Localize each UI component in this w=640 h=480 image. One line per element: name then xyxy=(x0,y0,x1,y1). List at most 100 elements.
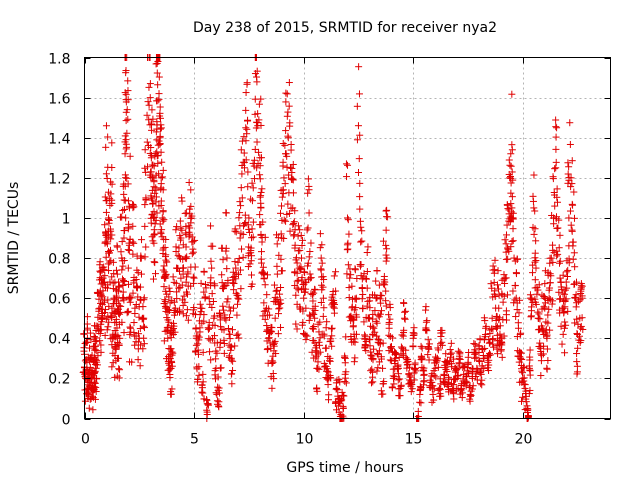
data-point xyxy=(231,258,239,266)
data-point xyxy=(144,98,152,106)
data-point xyxy=(256,193,264,201)
data-point xyxy=(554,250,562,258)
data-point xyxy=(308,324,316,332)
data-point xyxy=(383,206,391,214)
data-point xyxy=(491,266,499,274)
data-point xyxy=(352,330,360,338)
data-point xyxy=(275,300,283,308)
data-point xyxy=(298,242,306,250)
data-point xyxy=(328,293,336,301)
data-point xyxy=(232,228,240,236)
data-point xyxy=(171,328,179,336)
data-point xyxy=(314,364,322,372)
data-point xyxy=(182,243,190,251)
data-point xyxy=(355,90,363,98)
y-tick-label: 0.8 xyxy=(48,252,70,268)
data-point xyxy=(113,324,121,332)
data-point xyxy=(320,275,328,283)
data-point xyxy=(306,270,314,278)
data-point xyxy=(137,341,145,349)
data-point xyxy=(318,241,326,249)
data-point xyxy=(115,282,123,290)
data-point xyxy=(282,127,290,135)
data-point xyxy=(368,379,376,387)
data-point xyxy=(326,335,334,343)
data-point xyxy=(281,150,289,158)
data-point xyxy=(105,302,113,310)
data-point xyxy=(115,365,123,373)
data-point xyxy=(149,275,157,283)
data-point xyxy=(562,278,570,286)
data-point xyxy=(388,384,396,392)
data-point xyxy=(358,237,366,245)
data-point xyxy=(376,295,384,303)
data-point xyxy=(209,242,217,250)
data-point xyxy=(230,304,238,312)
data-point xyxy=(227,356,235,364)
data-point xyxy=(356,131,364,139)
data-point xyxy=(417,399,425,407)
data-point xyxy=(341,377,349,385)
data-point xyxy=(263,271,271,279)
data-point xyxy=(203,406,211,414)
data-point xyxy=(307,239,315,247)
data-point xyxy=(563,268,571,276)
data-point xyxy=(237,285,245,293)
data-point xyxy=(355,63,363,71)
data-point xyxy=(203,396,211,404)
data-point xyxy=(318,330,326,338)
data-point xyxy=(361,332,369,340)
data-point xyxy=(382,257,390,265)
data-point xyxy=(215,389,223,397)
data-point xyxy=(176,217,184,225)
data-point xyxy=(97,326,105,334)
data-point xyxy=(366,342,374,350)
data-point xyxy=(530,204,538,212)
data-point xyxy=(364,243,372,251)
data-point xyxy=(552,164,560,172)
data-point xyxy=(85,344,93,352)
data-point xyxy=(154,151,162,159)
data-point xyxy=(114,297,122,305)
data-point xyxy=(317,265,325,273)
data-point xyxy=(242,137,250,145)
data-point xyxy=(221,311,229,319)
data-point xyxy=(200,311,208,319)
data-point xyxy=(276,290,284,298)
data-point xyxy=(263,322,271,330)
data-point xyxy=(507,189,515,197)
data-point xyxy=(182,222,190,230)
data-point xyxy=(373,332,381,340)
data-point xyxy=(96,337,104,345)
data-point xyxy=(423,317,431,325)
data-point xyxy=(173,295,181,303)
y-tick-label: 1.2 xyxy=(48,172,70,188)
data-point xyxy=(284,108,292,116)
data-point xyxy=(175,308,183,316)
data-point xyxy=(141,222,149,230)
data-point xyxy=(91,395,99,403)
data-point xyxy=(126,323,134,331)
data-point xyxy=(121,171,129,179)
data-point xyxy=(259,312,267,320)
data-point xyxy=(294,232,302,240)
y-tick-label: 0.4 xyxy=(48,332,70,348)
data-point xyxy=(238,194,246,202)
data-point xyxy=(107,235,115,243)
data-point xyxy=(114,354,122,362)
data-point xyxy=(104,133,112,141)
data-point xyxy=(266,311,274,319)
data-point xyxy=(544,357,552,365)
data-point xyxy=(549,175,557,183)
data-point xyxy=(263,291,271,299)
data-point xyxy=(157,124,165,132)
data-point xyxy=(246,260,254,268)
data-point xyxy=(508,141,516,149)
data-point xyxy=(220,306,228,314)
data-point xyxy=(302,304,310,312)
data-point xyxy=(513,306,521,314)
data-point xyxy=(124,308,132,316)
data-point xyxy=(326,371,334,379)
data-point xyxy=(119,206,127,214)
